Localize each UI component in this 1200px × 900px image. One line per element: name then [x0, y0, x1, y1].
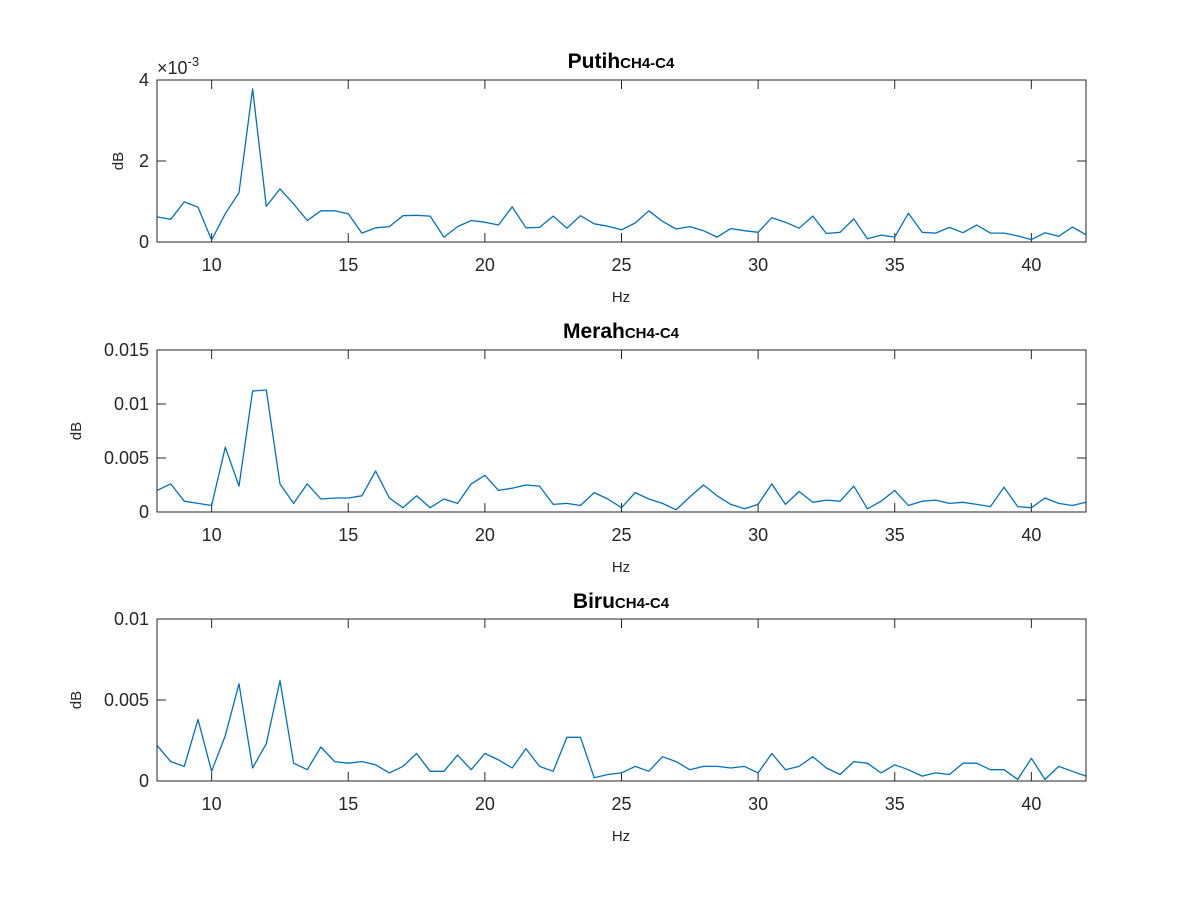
plot-area: [157, 80, 1086, 242]
subplot-1: 10 15 20 25 30 35 40 024 ×10-3 PutihCH4-C4 Hz …: [110, 50, 1087, 306]
x-tick-labels: 10 15 20 25 30 35 40: [202, 794, 1042, 814]
x-tick-label: 25: [611, 794, 631, 814]
x-tick-label: 10: [202, 794, 222, 814]
x-tick-label: 10: [202, 255, 222, 275]
x-axis-label: Hz: [612, 559, 630, 576]
y-axis-label: dB: [68, 691, 85, 709]
chart-title: MerahCH4-C4: [563, 320, 680, 343]
x-tick-label: 35: [885, 255, 905, 275]
x-tick-label: 15: [338, 525, 358, 545]
x-tick-marks: [211, 80, 1032, 242]
y-tick-labels: 0 0.005 0.01 0.015: [104, 340, 149, 522]
y-tick-labels: 0 0.005 0.01: [104, 609, 149, 791]
y-tick-labels: 0 2 4: [139, 70, 149, 252]
x-tick-marks: [211, 350, 1032, 512]
y-tick-label: 0.005: [104, 690, 149, 710]
x-tick-label: 30: [748, 794, 768, 814]
y-tick-label: 0.01: [114, 394, 149, 414]
x-tick-labels: 10 15 20 25 30 35 40: [202, 255, 1042, 275]
x-tick-label: 30: [748, 525, 768, 545]
x-tick-label: 25: [611, 525, 631, 545]
y-tick-label: 0: [139, 502, 149, 522]
x-tick-label: 10: [202, 525, 222, 545]
y-tick-label: 0.005: [104, 448, 149, 468]
x-tick-labels: 10 15 20 25 30 35 40: [202, 525, 1042, 545]
x-tick-label: 35: [885, 794, 905, 814]
x-tick-marks: [211, 619, 1032, 781]
plot-area: [157, 350, 1086, 512]
axes-box: [156, 618, 1087, 782]
chart-title-main: Biru: [573, 590, 615, 613]
chart-title-main: Merah: [563, 320, 625, 343]
x-tick-label: 15: [338, 794, 358, 814]
chart-title-sub: CH4-C4: [620, 55, 675, 72]
y-axis-label: dB: [68, 422, 85, 440]
chart-title-sub: CH4-C4: [615, 595, 670, 612]
y-axis-label: dB: [110, 152, 127, 170]
y-tick-label: 0: [139, 232, 149, 252]
series-line: [156, 389, 1087, 511]
y-tick-label: 2: [139, 151, 149, 171]
chart-title: BiruCH4-C4: [573, 590, 670, 613]
x-tick-label: 40: [1021, 525, 1041, 545]
x-axis-label: Hz: [612, 289, 630, 306]
x-tick-label: 40: [1021, 255, 1041, 275]
y-tick-label: 4: [139, 70, 149, 90]
x-tick-label: 20: [475, 255, 495, 275]
series-line: [156, 88, 1087, 241]
x-tick-label: 20: [475, 794, 495, 814]
y-tick-label: 0: [139, 771, 149, 791]
series-line: [156, 679, 1087, 781]
y-tick-label: 0.015: [104, 340, 149, 360]
axes-box: [156, 349, 1087, 513]
axes-box: [156, 79, 1087, 243]
x-axis-label: Hz: [612, 828, 630, 845]
x-tick-label: 40: [1021, 794, 1041, 814]
chart-title-main: Putih: [568, 50, 621, 73]
x-tick-label: 30: [748, 255, 768, 275]
x-tick-label: 15: [338, 255, 358, 275]
chart-title: PutihCH4-C4: [568, 50, 675, 73]
y-tick-label: 0.01: [114, 609, 149, 629]
subplot-2: 10 15 20 25 30 35 40 0 0.005 0.01 0.015 MerahCH4-…: [68, 320, 1087, 576]
x-tick-label: 25: [611, 255, 631, 275]
plot-area: [157, 619, 1086, 781]
chart-title-sub: CH4-C4: [625, 325, 680, 342]
y-exponent-label: ×10-3: [157, 54, 199, 78]
x-tick-label: 20: [475, 525, 495, 545]
x-tick-label: 35: [885, 525, 905, 545]
